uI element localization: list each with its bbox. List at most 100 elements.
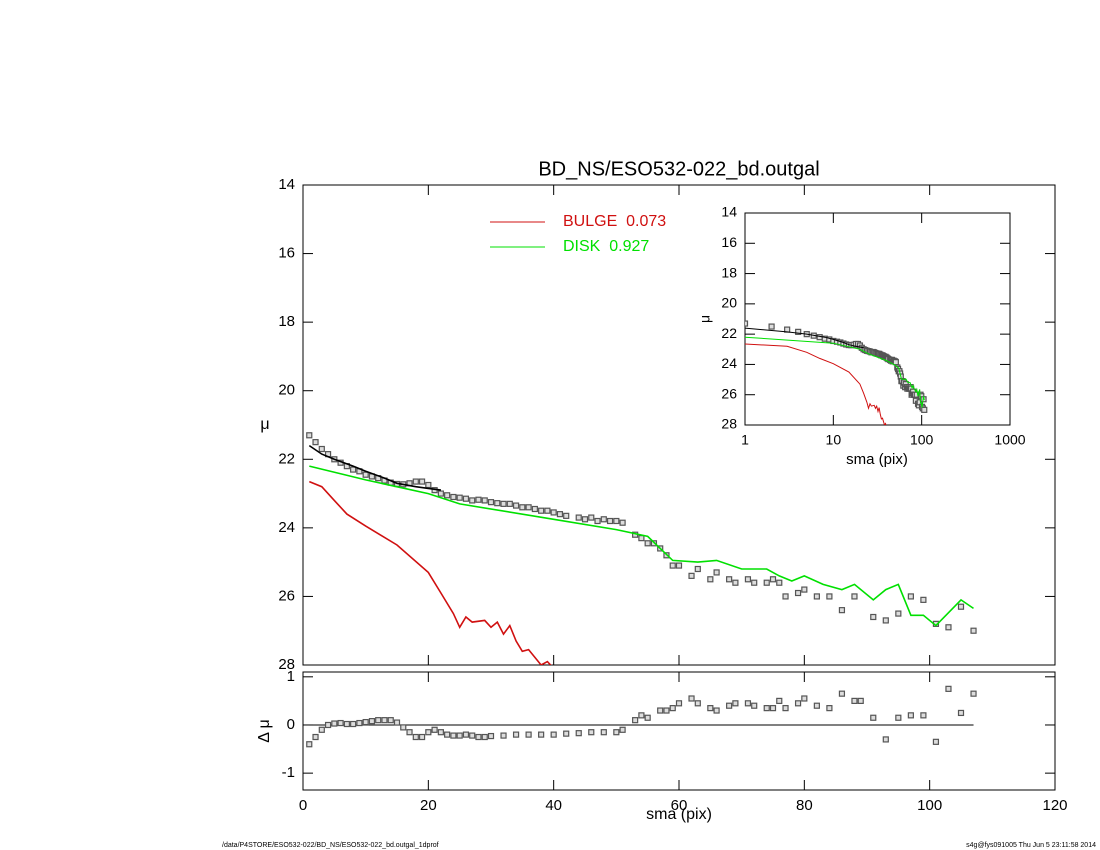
- data-point: [406, 729, 413, 736]
- data-point: [387, 717, 394, 724]
- data-point: [318, 445, 325, 453]
- data-point: [713, 707, 720, 714]
- data-point: [816, 334, 823, 341]
- y-tick-label: 0: [287, 716, 295, 733]
- x-tick-label: 10: [826, 432, 842, 448]
- plot-area: [306, 432, 977, 665]
- y-tick-label: 14: [278, 176, 295, 193]
- data-point: [487, 499, 495, 506]
- data-point: [726, 702, 733, 709]
- data-point: [794, 589, 802, 597]
- data-point: [356, 719, 363, 727]
- chart-title: BD_NS/ESO532-022_bd.outgal: [538, 158, 819, 180]
- data-point: [663, 707, 670, 714]
- data-point: [851, 593, 858, 600]
- y-axis-label: Δ μ: [256, 719, 273, 742]
- data-point: [588, 729, 595, 736]
- data-point: [826, 705, 833, 712]
- data-point: [945, 685, 952, 692]
- data-point: [776, 697, 783, 704]
- y-tick-label: 14: [721, 204, 737, 220]
- x-axis-label: sma (pix): [846, 451, 908, 468]
- data-point: [538, 507, 545, 514]
- data-point: [550, 731, 557, 738]
- data-point: [487, 732, 495, 740]
- data-point: [782, 593, 789, 600]
- x-axis-label: sma (pix): [646, 806, 712, 823]
- data-point: [613, 729, 620, 736]
- data-point: [932, 738, 940, 745]
- data-point: [306, 741, 313, 748]
- x-tick-label: 80: [796, 797, 813, 814]
- data-point: [393, 719, 401, 726]
- data-point: [801, 695, 808, 702]
- data-point: [732, 579, 739, 586]
- series-line: [309, 465, 974, 627]
- data-point: [945, 624, 952, 631]
- data-point: [920, 712, 927, 719]
- data-point: [437, 729, 444, 736]
- data-point: [970, 627, 977, 634]
- y-tick-label: 20: [278, 382, 295, 399]
- data-point: [669, 705, 676, 712]
- data-point: [657, 707, 664, 714]
- data-point: [550, 509, 557, 516]
- y-tick-label: -1: [282, 764, 295, 781]
- x-tick-label: 40: [545, 797, 562, 814]
- data-point: [892, 359, 899, 366]
- data-point: [500, 732, 507, 739]
- data-point: [813, 702, 820, 709]
- series-line: [745, 343, 887, 425]
- data-point: [381, 717, 388, 724]
- data-point: [644, 714, 651, 721]
- data-point: [600, 516, 607, 523]
- data-point: [794, 700, 802, 707]
- plot-frame: [302, 671, 1056, 791]
- data-point: [462, 731, 470, 738]
- data-point: [450, 493, 457, 501]
- x-tick-label: 100: [917, 797, 942, 814]
- data-point: [481, 497, 488, 504]
- data-point: [500, 500, 507, 507]
- data-point: [481, 733, 488, 741]
- data-point: [588, 514, 595, 521]
- data-point: [882, 736, 889, 743]
- data-point: [769, 576, 777, 583]
- data-point: [920, 596, 927, 603]
- data-point: [882, 617, 889, 624]
- data-point: [619, 726, 626, 733]
- data-point: [581, 516, 589, 523]
- data-point: [594, 517, 601, 525]
- data-point: [556, 511, 564, 518]
- x-tick-label: 1000: [994, 432, 1025, 448]
- data-point: [506, 500, 513, 507]
- data-point: [418, 733, 426, 741]
- data-point: [563, 730, 570, 737]
- data-point: [851, 697, 858, 704]
- x-tick-label: 20: [420, 797, 437, 814]
- y-tick-label: 1: [287, 668, 295, 685]
- data-point: [525, 504, 532, 511]
- data-point: [782, 705, 789, 712]
- data-point: [907, 712, 914, 719]
- data-point: [312, 439, 319, 446]
- data-point: [606, 517, 614, 525]
- data-point: [450, 732, 457, 739]
- y-tick-label: 16: [721, 234, 737, 250]
- data-point: [600, 729, 607, 736]
- x-tick-label: 60: [671, 797, 688, 814]
- data-point: [763, 579, 770, 586]
- series-line: [308, 444, 442, 491]
- data-point: [632, 717, 639, 724]
- data-point: [744, 700, 752, 707]
- data-point: [726, 576, 733, 583]
- data-point: [707, 705, 714, 712]
- data-point: [350, 466, 357, 473]
- data-point: [575, 514, 582, 521]
- y-tick-label: 18: [278, 313, 295, 330]
- data-point: [613, 517, 620, 525]
- y-tick-label: 16: [278, 245, 295, 262]
- data-point: [707, 576, 714, 583]
- data-point: [644, 540, 651, 547]
- data-point: [763, 705, 770, 712]
